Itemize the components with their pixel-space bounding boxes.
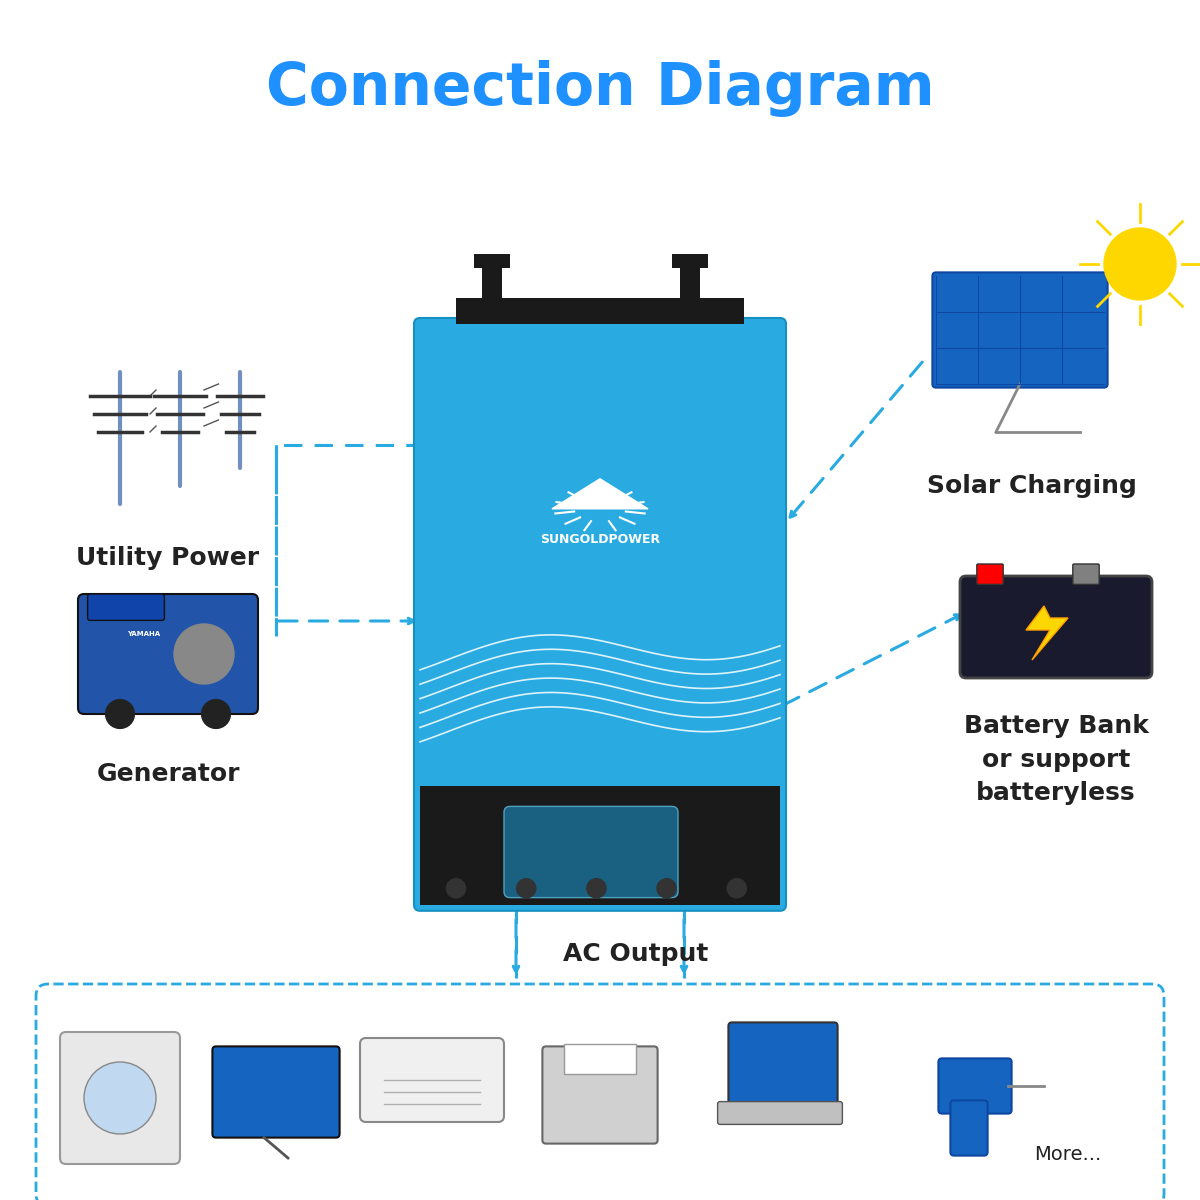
FancyBboxPatch shape — [542, 1046, 658, 1144]
Text: More...: More... — [1034, 1145, 1102, 1164]
Bar — [474, 253, 510, 268]
Bar — [672, 253, 708, 268]
FancyBboxPatch shape — [414, 318, 786, 911]
Circle shape — [658, 878, 677, 898]
FancyBboxPatch shape — [60, 1032, 180, 1164]
Text: Battery Bank
or support
batteryless: Battery Bank or support batteryless — [964, 714, 1148, 805]
Text: Solar Charging: Solar Charging — [928, 474, 1136, 498]
FancyBboxPatch shape — [718, 1102, 842, 1124]
Bar — [482, 258, 502, 324]
FancyBboxPatch shape — [960, 576, 1152, 678]
Bar — [420, 786, 780, 905]
FancyBboxPatch shape — [938, 1058, 1012, 1114]
FancyBboxPatch shape — [36, 984, 1164, 1200]
Circle shape — [174, 624, 234, 684]
Circle shape — [84, 1062, 156, 1134]
Text: YAMAHA: YAMAHA — [127, 631, 161, 637]
Circle shape — [446, 878, 466, 898]
Bar — [680, 258, 700, 324]
FancyBboxPatch shape — [932, 272, 1108, 388]
FancyBboxPatch shape — [977, 564, 1003, 584]
Text: SUNGOLDPOWER: SUNGOLDPOWER — [540, 533, 660, 546]
FancyBboxPatch shape — [78, 594, 258, 714]
FancyBboxPatch shape — [360, 1038, 504, 1122]
Bar — [456, 298, 744, 324]
Text: Utility Power: Utility Power — [77, 546, 259, 570]
Circle shape — [202, 700, 230, 728]
FancyBboxPatch shape — [504, 806, 678, 898]
FancyBboxPatch shape — [88, 594, 164, 620]
FancyBboxPatch shape — [728, 1022, 838, 1108]
Circle shape — [727, 878, 746, 898]
Text: Generator: Generator — [96, 762, 240, 786]
Bar — [564, 1044, 636, 1074]
Circle shape — [1104, 228, 1176, 300]
Circle shape — [106, 700, 134, 728]
FancyBboxPatch shape — [950, 1100, 988, 1156]
Text: AC Output: AC Output — [563, 942, 709, 966]
Polygon shape — [552, 479, 648, 509]
Circle shape — [587, 878, 606, 898]
FancyBboxPatch shape — [1073, 564, 1099, 584]
FancyBboxPatch shape — [212, 1046, 340, 1138]
Circle shape — [516, 878, 536, 898]
Polygon shape — [1026, 606, 1068, 660]
Text: Connection Diagram: Connection Diagram — [265, 60, 935, 116]
